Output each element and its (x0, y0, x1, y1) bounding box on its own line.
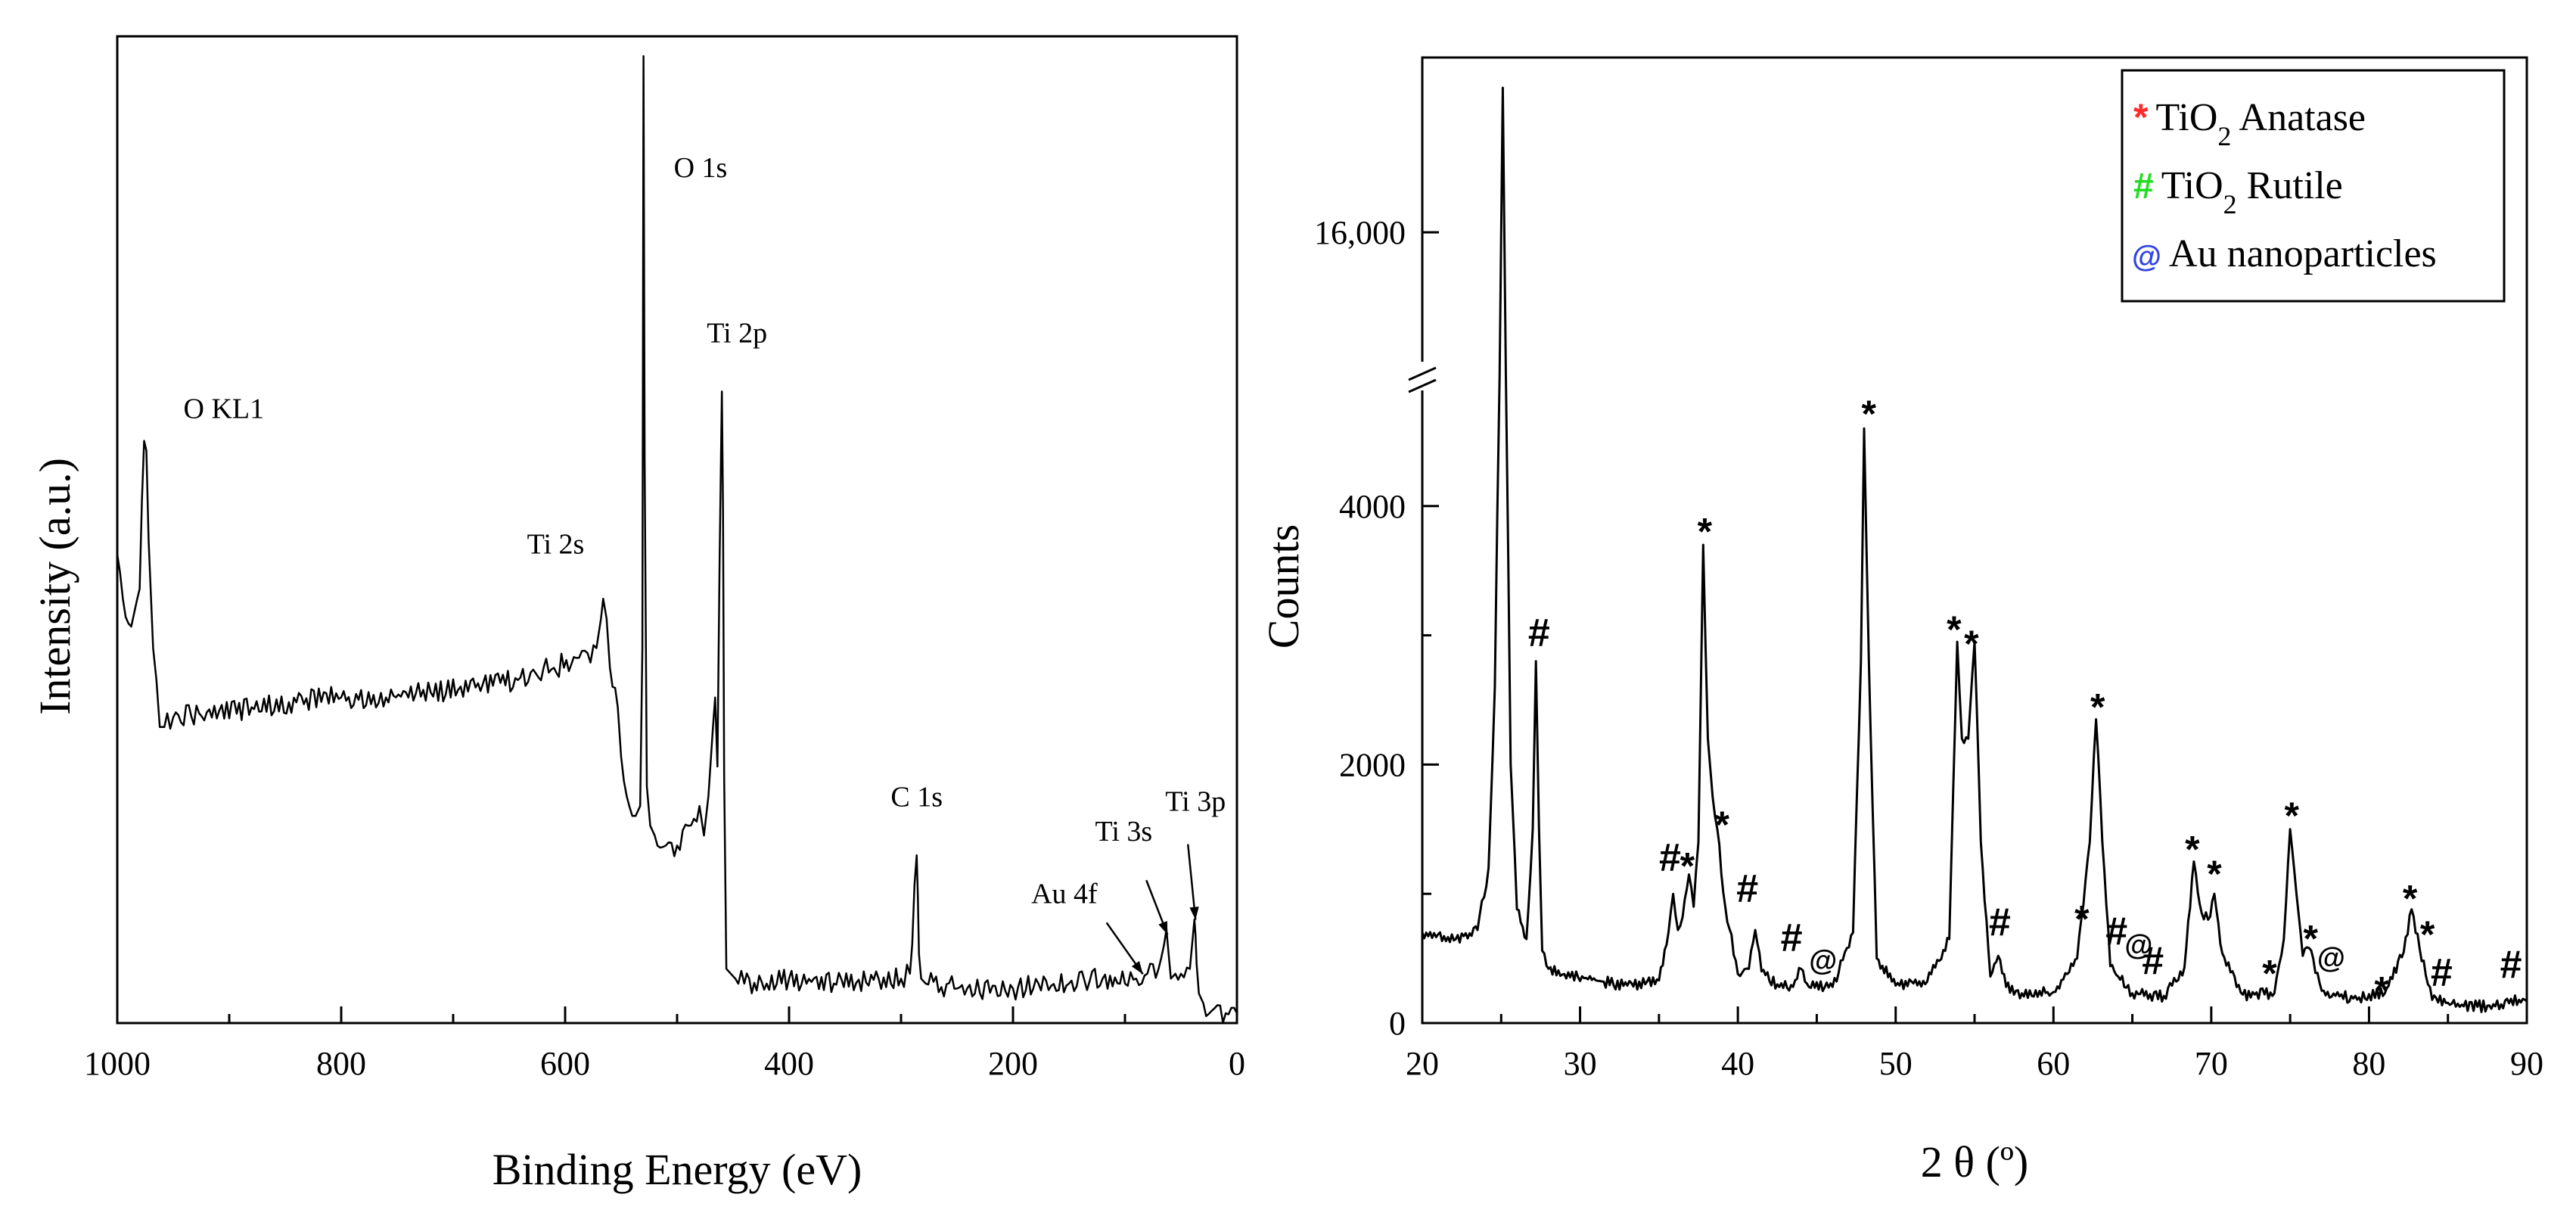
xrd-anatase-marker: * (1862, 393, 1877, 435)
xrd-x-tick-label: 80 (2352, 1045, 2385, 1082)
legend-entry-au: @ Au nanoparticles (2132, 232, 2437, 275)
xrd-au-marker: @ (1809, 945, 1837, 977)
xrd-legend: * TiO2 Anatase # TiO2 Rutile @ Au nanopa… (2121, 69, 2506, 303)
xps-panel: 1000 800 600 400 200 0 O KL1 Ti 2s O 1s Ti 2p C 1… (30, 35, 1245, 1194)
xrd-x-tick-label: 90 (2510, 1045, 2543, 1082)
xrd-anatase-marker: * (2185, 828, 2200, 870)
xps-peak-annotations: O KL1 Ti 2s O 1s Ti 2p C 1s Au 4f Ti 3s Ti 3p (184, 152, 1226, 975)
xrd-axis-break-mark-top (1408, 366, 1437, 381)
xrd-anatase-marker: * (1964, 623, 1979, 665)
xrd-x-ticks: 20 30 40 50 60 70 80 90 (1406, 1006, 2543, 1082)
xrd-anatase-marker: * (2420, 913, 2435, 956)
xrd-anatase-marker: * (2074, 898, 2090, 941)
xrd-au-marker: @ (2317, 943, 2345, 975)
xps-plot-frame (116, 35, 1238, 1025)
xps-arrow-head (1189, 907, 1199, 920)
xrd-x-tick-label: 30 (1564, 1045, 1597, 1082)
xps-peak-label: Ti 3p (1165, 786, 1226, 818)
xrd-y-tick-label: 4000 (1339, 488, 1406, 525)
xrd-anatase-marker: * (1497, 0, 1512, 17)
xps-peak-label: O KL1 (184, 393, 265, 425)
xps-x-tick-label: 1000 (84, 1045, 151, 1082)
xrd-y-tick-label: 2000 (1339, 746, 1406, 783)
xrd-anatase-marker: * (1715, 804, 1730, 846)
xrd-anatase-marker: * (2304, 917, 2319, 960)
xrd-x-tick-label: 20 (1406, 1045, 1439, 1082)
xrd-y-tick-label: 0 (1389, 1005, 1406, 1042)
xrd-anatase-marker: * (1947, 608, 1962, 651)
xrd-x-tick-label: 70 (2195, 1045, 2228, 1082)
xps-peak-label: C 1s (890, 781, 943, 813)
xrd-rutile-marker: # (1736, 866, 1758, 910)
xps-peak-label: O 1s (674, 152, 728, 184)
xrd-anatase-marker: * (2403, 877, 2418, 919)
xrd-x-tick-label: 50 (1879, 1045, 1913, 1082)
xrd-anatase-marker: * (2374, 969, 2389, 1012)
xrd-y-tick-label: 16,000 (1314, 214, 1406, 251)
xrd-axis-break-mark-bottom (1408, 378, 1437, 393)
legend-rutile-marker: # (2133, 166, 2154, 207)
xrd-x-tick-label: 60 (2037, 1045, 2070, 1082)
xrd-rutile-marker: # (2142, 939, 2164, 983)
xps-x-tick-label: 0 (1229, 1045, 1245, 1082)
xps-x-axis-label: Binding Energy (eV) (493, 1145, 862, 1194)
xrd-y-ticks: 0 2000 4000 16,000 (1314, 214, 1439, 1042)
legend-box (2121, 69, 2506, 303)
xps-x-tick-label: 800 (316, 1045, 366, 1082)
legend-anatase-marker: * (2133, 96, 2149, 138)
xrd-au-marker: @ (2124, 929, 2152, 961)
xrd-anatase-marker: * (2090, 686, 2105, 729)
xps-peak-label: Ti 2s (527, 528, 585, 560)
xrd-pattern-line (1421, 86, 2528, 1013)
xrd-anatase-marker: * (2284, 795, 2299, 837)
xrd-rutile-marker: # (2500, 943, 2522, 987)
xps-spectrum-line (116, 54, 1238, 1024)
xps-peak-label: Ti 3s (1095, 816, 1153, 848)
legend-au-marker: @ (2132, 240, 2161, 273)
xrd-anatase-marker: * (2207, 853, 2222, 895)
xps-peak-label: Ti 2p (707, 317, 767, 349)
xrd-rutile-marker: # (2431, 950, 2453, 994)
xrd-x-axis-label: 2 θ (º) (1921, 1137, 2028, 1187)
xps-arrow-head (1158, 921, 1168, 935)
xps-arrow-head (1131, 960, 1143, 975)
xrd-anatase-marker: * (2262, 952, 2277, 994)
xrd-anatase-marker: * (1680, 845, 1695, 888)
xrd-rutile-marker: # (2105, 910, 2127, 953)
xrd-rutile-marker: # (1989, 900, 2011, 944)
xrd-rutile-marker: # (1528, 611, 1550, 655)
xrd-anatase-marker: * (1698, 510, 1713, 552)
xrd-rutile-marker: # (1659, 835, 1681, 879)
xrd-phase-markers: *##***##@***#**#@#*****@***## (1497, 0, 2522, 1012)
xps-x-ticks: 1000 800 600 400 200 0 (84, 1006, 1245, 1082)
xps-peak-label: Au 4f (1031, 878, 1098, 910)
legend-au-label: Au nanoparticles (2169, 232, 2437, 275)
xps-y-axis-label: Intensity (a.u.) (30, 458, 79, 715)
xps-x-tick-label: 200 (988, 1045, 1038, 1082)
xrd-y-axis-label: Counts (1259, 524, 1308, 648)
xps-x-tick-label: 400 (764, 1045, 814, 1082)
xps-x-tick-label: 600 (540, 1045, 590, 1082)
xrd-x-tick-label: 40 (1721, 1045, 1754, 1082)
xrd-rutile-marker: # (1781, 916, 1803, 960)
